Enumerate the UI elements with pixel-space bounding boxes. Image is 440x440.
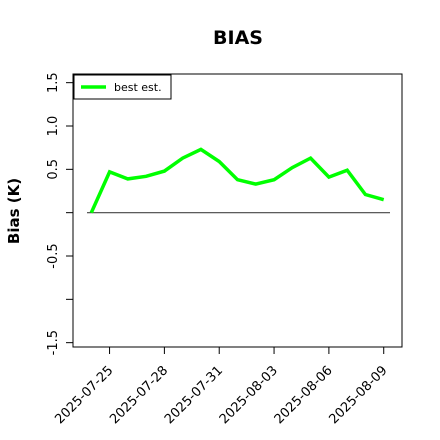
y-axis: -1.5 -0.5 0.5 1.0 1.5 — [46, 72, 73, 355]
x-tick-label: 2025-08-06 — [272, 363, 336, 427]
series-line-0 — [89, 147, 385, 214]
y-axis-label: Bias (K) — [5, 178, 23, 244]
x-axis: 2025-07-252025-07-282025-07-312025-08-03… — [52, 347, 391, 427]
y-tick-label: 1.0 — [46, 116, 61, 137]
y-tick-label: 1.5 — [46, 72, 61, 93]
x-tick-label: 2025-08-09 — [327, 363, 391, 427]
legend: best est. — [73, 74, 172, 100]
x-tick-label: 2025-07-31 — [162, 363, 226, 427]
y-tick-label: -1.5 — [46, 330, 61, 355]
y-tick-label: -0.5 — [46, 243, 61, 268]
x-tick-label: 2025-07-25 — [52, 363, 116, 427]
x-tick-label: 2025-07-28 — [107, 363, 171, 427]
series-group — [89, 147, 385, 214]
chart-title: BIAS — [213, 27, 263, 49]
legend-label: best est. — [114, 81, 162, 94]
plot-frame — [72, 73, 403, 348]
x-tick-label: 2025-08-03 — [217, 363, 281, 427]
y-tick-label: 0.5 — [46, 159, 61, 180]
